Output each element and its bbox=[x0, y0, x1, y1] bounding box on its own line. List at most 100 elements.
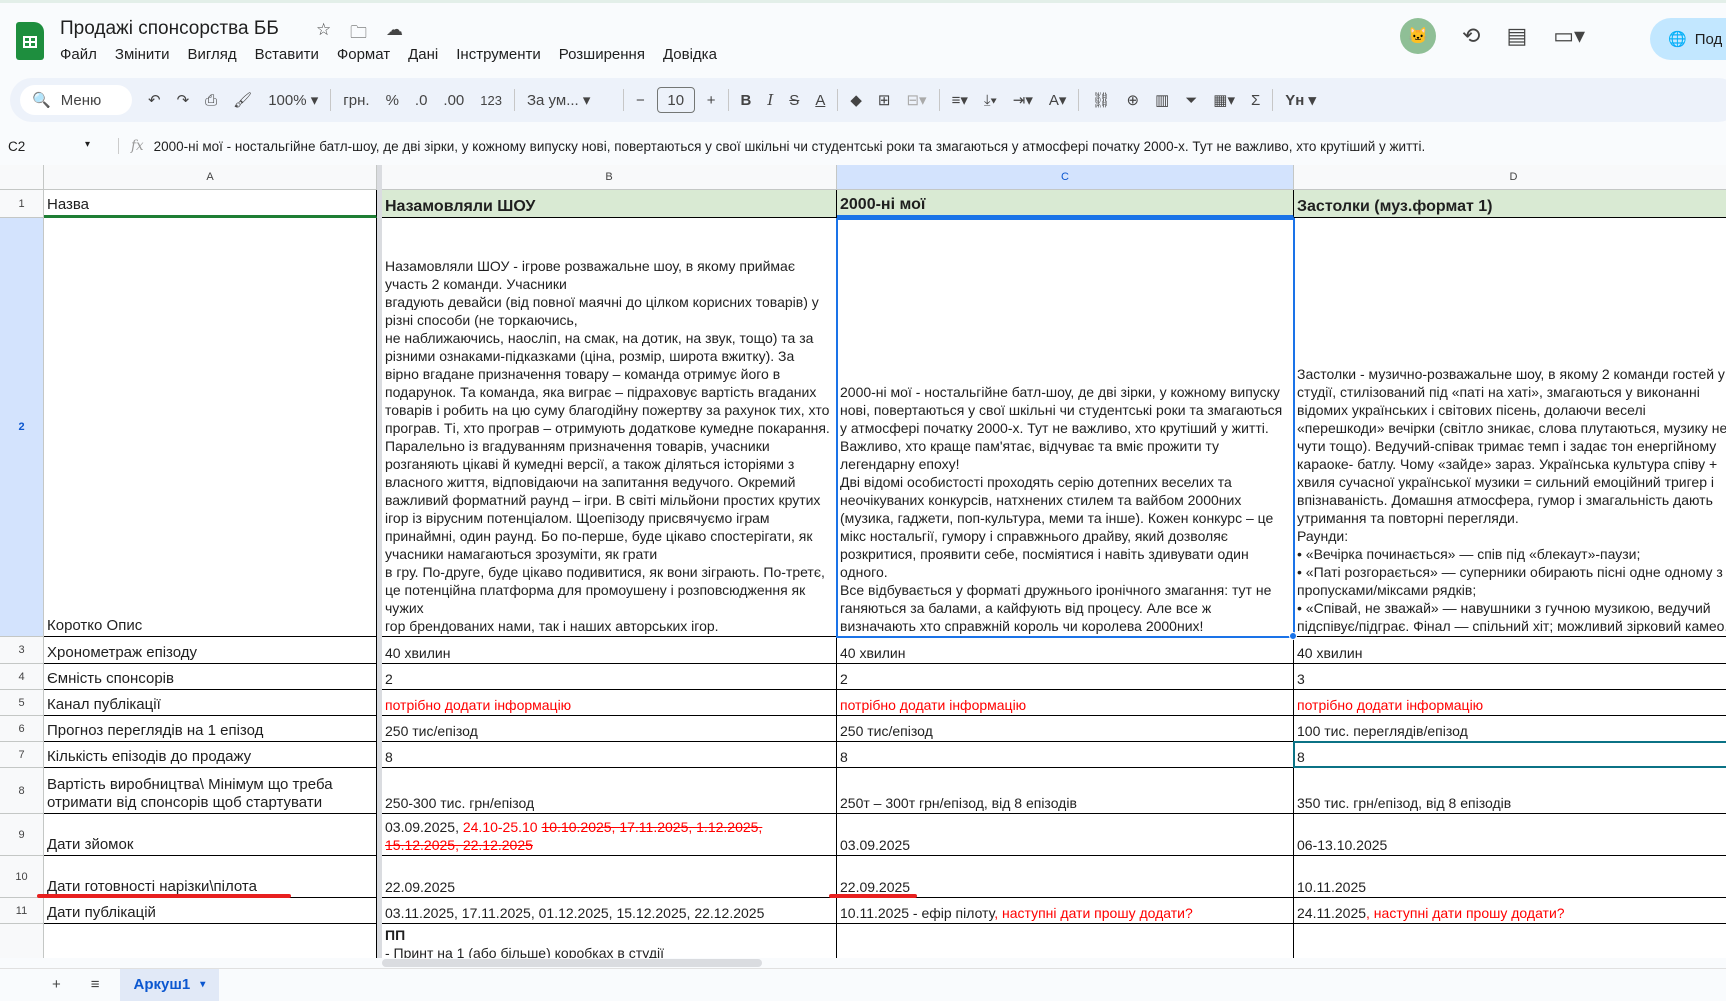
cell-a6[interactable]: Прогноз переглядів на 1 епізод bbox=[44, 716, 377, 742]
cell-c10[interactable]: 22.09.2025 bbox=[837, 856, 1294, 898]
sheets-logo-icon[interactable] bbox=[16, 22, 44, 60]
menu-item[interactable]: Змінити bbox=[114, 46, 170, 63]
document-title[interactable]: Продажі спонсорства ББ bbox=[60, 18, 279, 39]
font-select[interactable]: За ум... ▾ bbox=[526, 92, 591, 109]
redo-icon[interactable]: ↷ bbox=[176, 92, 190, 109]
cell-c9[interactable]: 03.09.2025 bbox=[837, 814, 1294, 856]
column-header-a[interactable]: A bbox=[44, 165, 377, 190]
name-box[interactable]: C2 ▾ bbox=[8, 138, 90, 154]
merge-cells-icon[interactable]: ⊟▾ bbox=[906, 92, 927, 109]
cell-c5[interactable]: потрібно додати інформацію bbox=[837, 690, 1294, 716]
bold-icon[interactable]: B bbox=[740, 91, 752, 109]
cell-d3[interactable]: 40 хвилин bbox=[1294, 637, 1726, 664]
cell-d1[interactable]: Застолки (муз.формат 1) bbox=[1294, 190, 1726, 218]
print-icon[interactable]: ⎙ bbox=[205, 91, 218, 109]
cell-b6[interactable]: 250 тис/епізод bbox=[382, 716, 837, 742]
cell-d10[interactable]: 10.11.2025 bbox=[1294, 856, 1726, 898]
currency-button[interactable]: грн. bbox=[343, 91, 370, 109]
cell-c3[interactable]: 40 хвилин bbox=[837, 637, 1294, 664]
formula-input[interactable]: 2000-ні мої - ностальгійне батл-шоу, де … bbox=[153, 138, 1426, 154]
comments-icon[interactable]: ▤ bbox=[1506, 23, 1528, 48]
sheet-tab-active[interactable]: Аркуш1 ▾ bbox=[119, 968, 220, 1001]
menu-item[interactable]: Розширення bbox=[558, 46, 645, 63]
row-header[interactable]: 6 bbox=[0, 716, 44, 742]
all-sheets-button[interactable]: ≡ bbox=[90, 976, 100, 993]
cell-a4[interactable]: Ємність спонсорів bbox=[44, 664, 377, 690]
cell-b9[interactable]: 03.09.2025, 24.10-25.10 10.10.2025, 17.1… bbox=[382, 814, 837, 856]
filter-views-icon[interactable]: ▦▾ bbox=[1213, 92, 1235, 109]
menu-item[interactable]: Формат bbox=[336, 46, 391, 63]
cell-c1[interactable]: 2000-ні мої bbox=[837, 190, 1294, 218]
cell-a5[interactable]: Канал публікації bbox=[44, 690, 377, 716]
row-header[interactable]: 2 bbox=[0, 218, 44, 637]
cell-b4[interactable]: 2 bbox=[382, 664, 837, 690]
functions-icon[interactable]: Σ bbox=[1250, 91, 1261, 109]
cell-d6[interactable]: 100 тис. переглядів/епізод bbox=[1294, 716, 1726, 742]
column-header-c[interactable]: C bbox=[837, 165, 1294, 190]
cell-c6[interactable]: 250 тис/епізод bbox=[837, 716, 1294, 742]
cell-a12[interactable] bbox=[44, 924, 377, 958]
cell-d12[interactable] bbox=[1294, 924, 1726, 958]
fill-color-icon[interactable]: ◆ bbox=[850, 92, 862, 109]
cell-a10[interactable]: Дати готовності нарізки\пілота bbox=[44, 856, 377, 898]
row-header[interactable]: 10 bbox=[0, 856, 44, 898]
cell-d4[interactable]: 3 bbox=[1294, 664, 1726, 690]
star-icon[interactable]: ☆ bbox=[316, 20, 332, 39]
corner-cell[interactable] bbox=[0, 165, 44, 190]
cell-b11[interactable]: 03.11.2025, 17.11.2025, 01.12.2025, 15.1… bbox=[382, 898, 837, 924]
cell-a3[interactable]: Хронометраж епізоду bbox=[44, 637, 377, 664]
cell-c12[interactable] bbox=[837, 924, 1294, 958]
cloud-saved-icon[interactable]: ☁ bbox=[386, 20, 403, 39]
menu-search[interactable]: 🔍 Меню bbox=[20, 85, 132, 115]
zoom-select[interactable]: 100% ▾ bbox=[268, 92, 319, 109]
add-sheet-button[interactable]: + bbox=[52, 976, 61, 993]
cell-c11[interactable]: 10.11.2025 - ефір пілоту, наступні дати … bbox=[837, 898, 1294, 924]
row-header[interactable]: 8 bbox=[0, 768, 44, 814]
cell-b3[interactable]: 40 хвилин bbox=[382, 637, 837, 664]
cell-a9[interactable]: Дати зйомок bbox=[44, 814, 377, 856]
text-rotation-icon[interactable]: A▾ bbox=[1048, 92, 1067, 109]
cell-b7[interactable]: 8 bbox=[382, 742, 837, 768]
version-history-icon[interactable]: ⟲ bbox=[1462, 23, 1481, 48]
scrollbar-thumb[interactable] bbox=[382, 959, 762, 967]
cell-b5[interactable]: потрібно додати інформацію bbox=[382, 690, 837, 716]
cell-b8[interactable]: 250-300 тис. грн/епізод bbox=[382, 768, 837, 814]
cell-d8[interactable]: 350 тис. грн/епізод, від 8 епізодів bbox=[1294, 768, 1726, 814]
meet-camera-icon[interactable]: ▭▾ bbox=[1553, 23, 1586, 48]
row-header[interactable]: 11 bbox=[0, 898, 44, 924]
cell-c7[interactable]: 8 bbox=[837, 742, 1294, 768]
column-header-b[interactable]: B bbox=[382, 165, 837, 190]
cell-c2[interactable]: 2000-ні мої - ностальгійне батл-шоу, де … bbox=[837, 218, 1294, 637]
cell-b2[interactable]: Назамовляли ШОУ - ігрове розважальне шоу… bbox=[382, 218, 837, 637]
font-size-input[interactable]: 10 bbox=[656, 87, 695, 113]
column-header-d[interactable]: D bbox=[1294, 165, 1726, 190]
cell-a8[interactable]: Вартість виробництва\ Мінімум що треба о… bbox=[44, 768, 377, 814]
share-button[interactable]: 🌐 Под bbox=[1650, 18, 1726, 60]
sheet-grid[interactable]: A B C D 1 Назва Назамовляли ШОУ 2000-ні мої Заст… bbox=[0, 165, 1726, 958]
font-size-decrease-icon[interactable]: − bbox=[635, 91, 645, 109]
paint-format-icon[interactable]: 🖌 bbox=[233, 92, 253, 109]
number-format-button[interactable]: 123 bbox=[480, 92, 502, 108]
font-size-increase-icon[interactable]: + bbox=[706, 91, 716, 109]
row-header[interactable]: 1 bbox=[0, 190, 44, 218]
link-icon[interactable]: ⛓ bbox=[1091, 92, 1111, 109]
menu-item[interactable]: Дані bbox=[408, 46, 439, 63]
freeze-divider[interactable] bbox=[377, 165, 382, 958]
cell-d2[interactable]: Застолки - музично-розважальне шоу, в як… bbox=[1294, 218, 1726, 637]
vertical-align-icon[interactable]: ⤓▾ bbox=[983, 91, 997, 109]
strikethrough-icon[interactable]: S bbox=[789, 91, 800, 109]
cell-b10[interactable]: 22.09.2025 bbox=[382, 856, 837, 898]
text-color-icon[interactable]: A bbox=[815, 91, 826, 109]
cell-c8[interactable]: 250т – 300т грн/епізод, від 8 епізодів bbox=[837, 768, 1294, 814]
cell-b1[interactable]: Назамовляли ШОУ bbox=[382, 190, 837, 218]
cell-d7[interactable]: 8 bbox=[1294, 742, 1726, 768]
row-header[interactable]: 4 bbox=[0, 664, 44, 690]
borders-icon[interactable]: ⊞ bbox=[877, 92, 891, 109]
row-header[interactable]: 9 bbox=[0, 814, 44, 856]
text-wrap-icon[interactable]: ⇥▾ bbox=[1012, 92, 1033, 109]
cell-d9[interactable]: 06-13.10.2025 bbox=[1294, 814, 1726, 856]
cell-b12[interactable]: ПП - Принт на 1 (або більше) коробках в … bbox=[382, 924, 837, 958]
italic-icon[interactable]: I bbox=[767, 91, 774, 109]
cell-a1[interactable]: Назва bbox=[44, 190, 377, 218]
cell-a2[interactable]: Коротко Опис bbox=[44, 218, 377, 637]
